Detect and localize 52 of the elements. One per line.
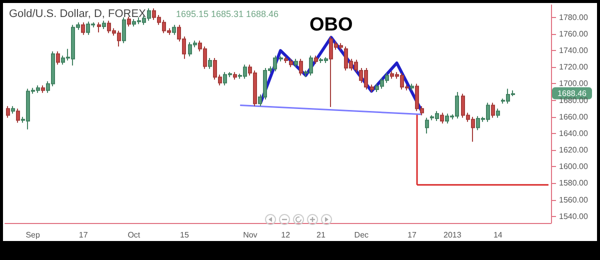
y-tick-label: 1580.00 [559,178,588,188]
candlestick [102,20,106,30]
y-tick-label: 1700.00 [559,79,588,88]
x-tick-label: Sep [26,230,40,240]
y-tick-label: 1760.00 [559,30,588,39]
x-tick-label: 21 [316,230,326,240]
candlestick [81,22,85,36]
y-tick-label: 1640.00 [559,128,588,138]
candlestick [233,72,237,80]
y-tick-label: 1660.00 [559,112,588,122]
candlestick [496,108,500,118]
candlestick [299,58,303,76]
x-tick-label: 12 [281,230,291,240]
candlestick [122,16,126,44]
candlestick [11,106,15,114]
candlestick [370,84,374,93]
candlestick [289,58,293,68]
candlestick [314,55,318,64]
y-tick-label: 1740.00 [559,46,588,56]
y-tick-label: 1600.00 [559,162,588,172]
x-tick-label: 17 [408,230,417,240]
candlestick [41,84,45,94]
candlestick [410,83,414,91]
candlestick [279,56,283,62]
y-tick-label: 1720.00 [559,62,588,72]
y-tick-label: 1540.00 [559,212,588,221]
candlestick [16,108,20,124]
annotation: 1688.46 [558,88,588,98]
y-tick-label: 1560.00 [559,195,588,204]
candlestick [208,58,212,70]
y-tick-label: 1780.00 [559,12,588,22]
candlestick [6,106,10,118]
candlestick [440,112,444,124]
x-tick-label: Nov [243,230,258,240]
candlestick [284,56,288,64]
x-tick-label: 2013 [444,230,462,240]
candlestick [491,102,495,118]
chart-title: Gold/U.S. Dollar, D, FOREX [9,8,146,20]
annotation: OBO [309,14,353,36]
x-tick-label: Dec [354,230,369,240]
x-tick-label: Oct [128,230,141,240]
x-tick-label: 17 [78,230,88,240]
candlestick [294,58,298,68]
candlestick [56,50,60,66]
y-tick-label: 1620.00 [559,146,588,155]
candlestick [172,24,176,36]
chart-subtitle: 1695.15 1685.31 1688.46 [176,9,279,19]
candlestick [97,22,101,33]
candlestick [425,117,429,134]
x-tick-label: 14 [493,230,503,240]
candlestick [127,16,131,28]
x-tick-label: 15 [180,230,190,240]
